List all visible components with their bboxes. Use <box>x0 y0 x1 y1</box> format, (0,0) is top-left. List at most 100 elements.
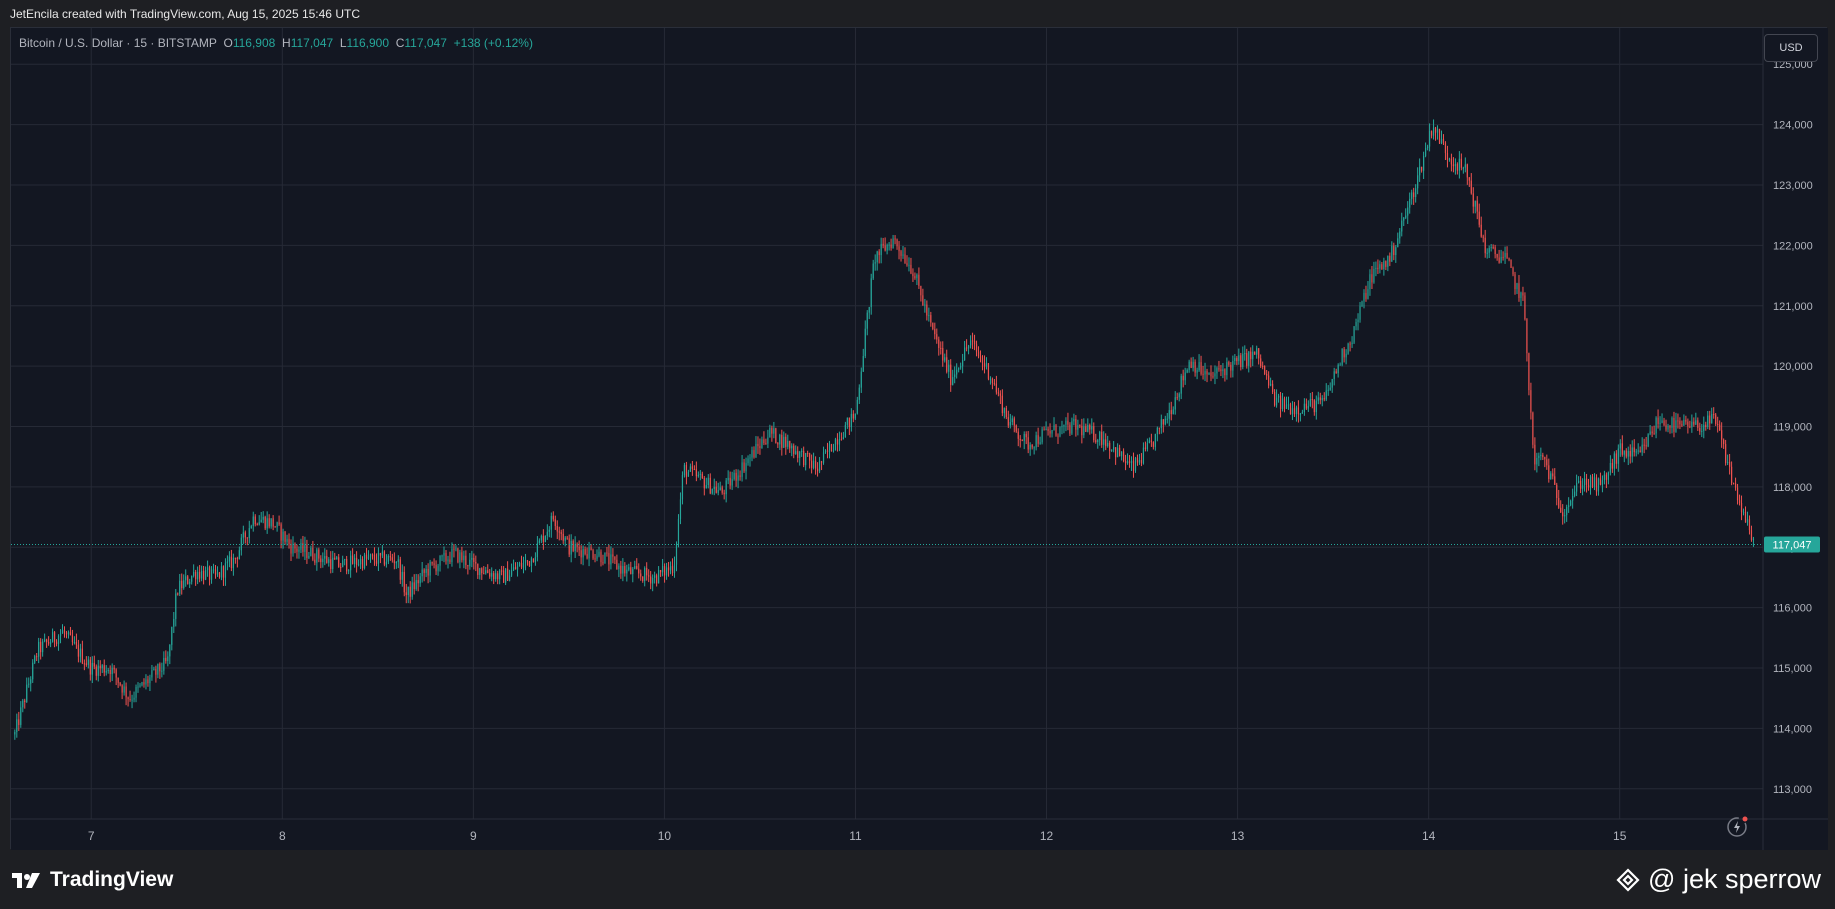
candle-body <box>147 679 149 684</box>
candle-body <box>568 538 570 555</box>
candle-body <box>975 344 978 352</box>
candle-body <box>644 567 646 582</box>
price-chart[interactable]: 113,000114,000115,000116,000117,000118,0… <box>11 28 1828 850</box>
candle-body <box>1574 491 1576 496</box>
candle-body <box>105 670 107 673</box>
candle-body <box>1516 283 1518 290</box>
candle-body <box>369 554 372 558</box>
candle-body <box>61 630 64 634</box>
candle-body <box>1196 370 1198 373</box>
candle-body <box>75 642 78 645</box>
candle-body <box>1432 127 1435 136</box>
candle-body <box>497 573 499 580</box>
candle-body <box>1373 268 1375 283</box>
candle-body <box>924 304 926 306</box>
tradingview-brand[interactable]: TradingView <box>12 868 173 892</box>
candle-body <box>733 472 735 480</box>
candle-body <box>115 669 117 678</box>
candle-body <box>1152 442 1154 447</box>
currency-selector[interactable]: USD <box>1764 34 1818 62</box>
footer-bar: TradingView @ jek sperrow <box>0 850 1835 909</box>
candle-body <box>1576 482 1578 492</box>
candle-body <box>385 561 387 565</box>
candle-body <box>77 644 80 657</box>
candle-body <box>622 566 624 574</box>
candle-body <box>1031 444 1033 448</box>
candle-body <box>131 699 133 701</box>
candle-body <box>1407 207 1409 216</box>
candle-body <box>465 555 467 566</box>
x-tick-label: 15 <box>1613 829 1627 843</box>
candle-body <box>707 477 709 486</box>
candle-body <box>1440 138 1443 144</box>
candle-body <box>995 383 997 393</box>
candle-body <box>1508 258 1510 260</box>
candle-body <box>1637 450 1639 452</box>
candle-body <box>1013 418 1015 426</box>
candle-body <box>737 475 739 481</box>
candle-body <box>916 274 918 279</box>
candle-body <box>346 558 348 572</box>
candle-body <box>820 461 823 463</box>
candle-body <box>514 567 517 570</box>
candle-body <box>1480 224 1482 237</box>
candle-body <box>342 560 344 568</box>
candle-body <box>503 570 505 583</box>
candle-body <box>634 566 636 569</box>
candle-body <box>930 315 932 323</box>
y-tick-label: 119,000 <box>1773 422 1812 434</box>
candle-body <box>1681 424 1683 426</box>
candle-body <box>38 641 40 657</box>
x-tick-label: 9 <box>470 829 477 843</box>
candle-body <box>99 665 101 669</box>
candle-body <box>898 246 900 252</box>
candle-body <box>387 556 389 562</box>
candle-body <box>747 458 749 464</box>
candle-body <box>506 568 509 581</box>
candle-body <box>401 571 403 580</box>
candle-body <box>1442 138 1445 144</box>
chart-panel[interactable]: 113,000114,000115,000116,000117,000118,0… <box>10 27 1828 850</box>
candle-body <box>453 548 455 550</box>
candle-body <box>516 566 519 570</box>
candle-body <box>282 531 284 541</box>
candle-body <box>270 518 272 527</box>
candle-body <box>310 547 312 556</box>
candle-body <box>1095 440 1097 443</box>
candle-body <box>1279 395 1282 410</box>
candle-body <box>1649 431 1651 435</box>
candle-body <box>49 642 52 644</box>
candle-body <box>991 378 994 383</box>
candle-body <box>1450 158 1453 165</box>
candle-body <box>624 566 626 574</box>
candle-body <box>427 568 429 576</box>
candle-body <box>1661 420 1663 423</box>
candle-body <box>1043 429 1045 431</box>
candle-body <box>1345 353 1347 358</box>
x-tick-label: 13 <box>1231 829 1245 843</box>
candle-body <box>1603 474 1606 481</box>
candle-body <box>1365 292 1367 299</box>
replay-icon[interactable] <box>1724 814 1750 840</box>
candle-body <box>926 304 928 316</box>
candle-body <box>1273 391 1276 406</box>
candle-body <box>459 552 461 563</box>
candle-body <box>606 552 608 554</box>
chart-title: JetEncila created with TradingView.com, … <box>10 7 360 21</box>
candle-body <box>602 562 604 564</box>
candle-body <box>85 663 87 665</box>
candle-body <box>475 561 477 564</box>
candle-body <box>238 550 240 560</box>
candle-body <box>163 657 165 671</box>
candle-body <box>59 633 62 637</box>
candle-body <box>1077 425 1079 430</box>
candle-body <box>87 659 89 665</box>
candle-body <box>1254 351 1256 355</box>
candle-body <box>63 630 66 634</box>
candle-body <box>526 560 529 562</box>
candle-body <box>999 393 1001 396</box>
candle-body <box>1206 371 1208 375</box>
candle-body <box>618 565 620 570</box>
candle-body <box>1343 349 1345 358</box>
candle-body <box>1736 487 1739 501</box>
